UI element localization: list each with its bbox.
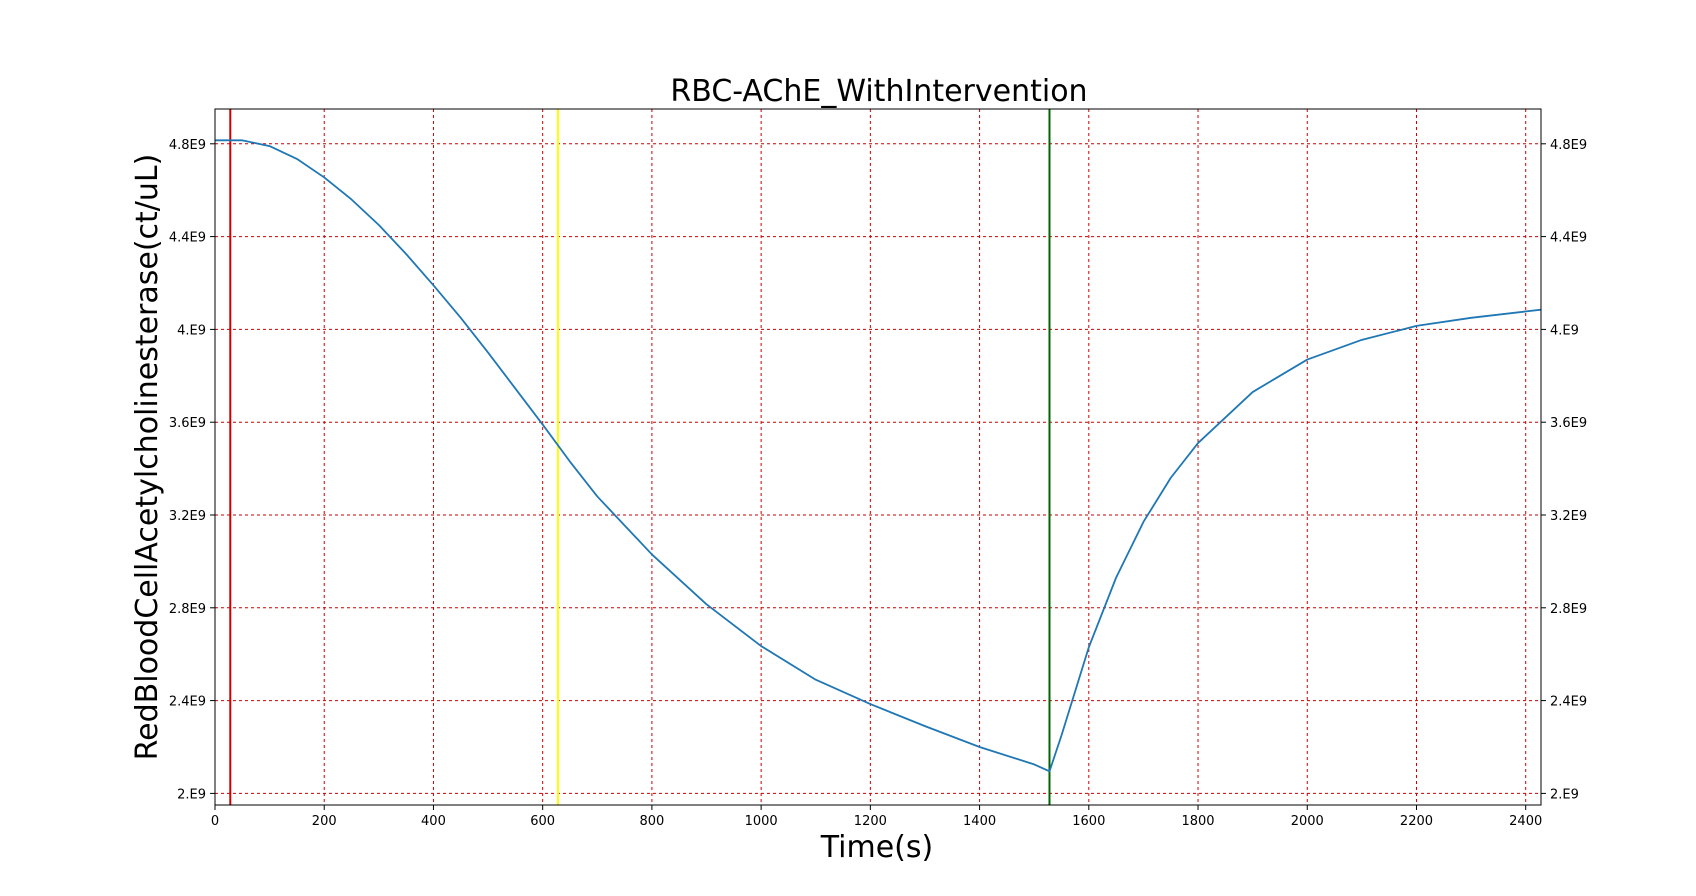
x-tick-label: 2200: [1400, 814, 1433, 829]
x-tick-label: 1000: [745, 814, 778, 829]
y-tick-label-right: 2.8E9: [1550, 602, 1587, 617]
y-tick-label-right: 3.2E9: [1550, 509, 1587, 524]
x-tick-label: 600: [530, 814, 555, 829]
x-tick-label: 2400: [1509, 814, 1542, 829]
x-tick-label: 2000: [1291, 814, 1324, 829]
series-layer: [215, 139, 1542, 773]
y-tick-label-right: 3.6E9: [1550, 416, 1587, 431]
x-axis-label: Time(s): [820, 830, 933, 865]
y-tick-label: 4.8E9: [169, 138, 206, 153]
y-tick-label: 2.4E9: [169, 695, 206, 710]
x-tick-label: 1400: [963, 814, 996, 829]
y-axis-label: RedBloodCellAcetylcholinesterase(ct/uL): [130, 154, 165, 761]
y-tick-label: 3.2E9: [169, 509, 206, 524]
x-tick-label: 0: [211, 814, 219, 829]
x-tick-label: 1200: [854, 814, 887, 829]
plot-area-frame: [214, 108, 1542, 806]
chart-title: RBC-AChE_WithIntervention: [670, 74, 1087, 109]
vertical-markers: [229, 109, 1051, 805]
series-line: [215, 139, 1542, 773]
y-tick-label-right: 4.E9: [1550, 323, 1579, 338]
x-tick-label: 200: [312, 814, 337, 829]
x-tick-label: 1800: [1181, 814, 1214, 829]
y-axis-right: 2.E9 2.4E9 2.8E9 3.2E9 3.6E9 4.E9 4.4E9 4.8E9: [1541, 138, 1587, 802]
x-tick-label: 1600: [1072, 814, 1105, 829]
y-tick-label: 2.8E9: [169, 602, 206, 617]
x-tick-label: 400: [421, 814, 446, 829]
y-tick-label: 3.6E9: [169, 416, 206, 431]
grid: [214, 109, 1541, 805]
y-tick-label-right: 2.4E9: [1550, 695, 1587, 710]
x-tick-label: 800: [639, 814, 664, 829]
x-axis: 0 200 400 600 800 1000 1200 1400 1600 1800 2000 220…: [211, 805, 1542, 829]
y-tick-label: 4.4E9: [169, 231, 206, 246]
y-tick-label-right: 4.8E9: [1550, 138, 1587, 153]
y-tick-label-right: 2.E9: [1550, 787, 1579, 802]
y-tick-label: 2.E9: [177, 787, 206, 802]
y-tick-label-right: 4.4E9: [1550, 231, 1587, 246]
y-axis-left: 2.E9 2.4E9 2.8E9 3.2E9 3.6E9 4.E9 4.4E9 4.8E9: [169, 138, 215, 802]
y-tick-label: 4.E9: [177, 323, 206, 338]
